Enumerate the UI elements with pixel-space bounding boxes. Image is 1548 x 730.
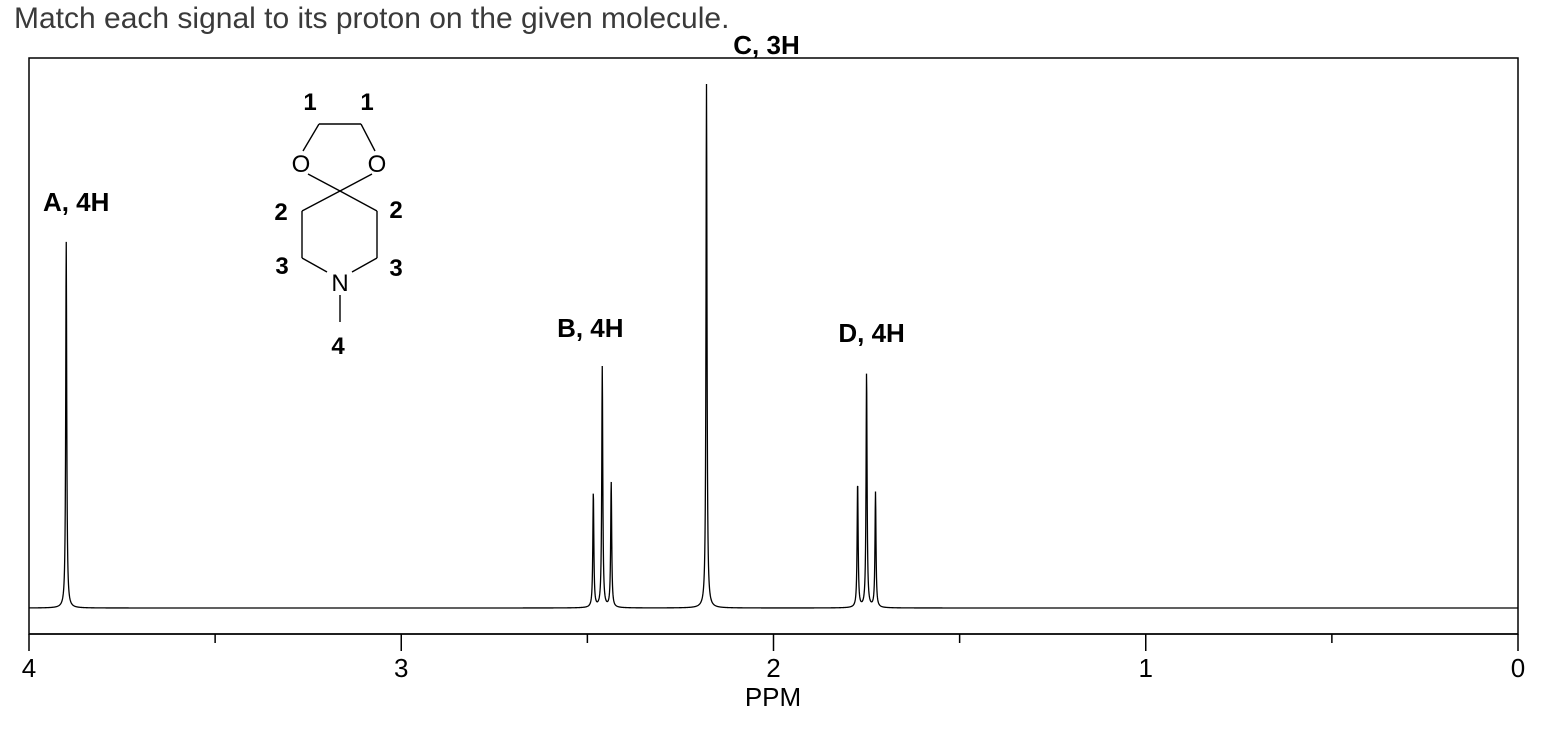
molecule-structure	[301, 123, 378, 322]
x-axis-ticks: 4 3 2 1 0	[22, 634, 1525, 683]
bond	[302, 123, 320, 152]
peak-label: C, 3H	[733, 30, 799, 60]
bond	[339, 173, 373, 192]
atom-n: N	[331, 270, 348, 297]
bond	[360, 123, 376, 152]
proton-label-2-right: 2	[389, 197, 402, 224]
bond	[339, 190, 378, 212]
tick-label: 2	[766, 653, 780, 683]
plot-frame	[28, 57, 1519, 635]
peak-label: B, 4H	[557, 313, 623, 343]
peak-label: A, 4H	[43, 187, 109, 217]
proton-label-3-right: 3	[389, 255, 402, 282]
tick-label: 1	[1139, 653, 1153, 683]
proton-label-3-left: 3	[275, 253, 288, 280]
proton-label-2-left: 2	[274, 199, 287, 226]
peak-label: D, 4H	[838, 318, 904, 348]
proton-label-4: 4	[331, 333, 345, 360]
bond	[351, 257, 378, 273]
tick-label: 0	[1511, 653, 1525, 683]
proton-label-1-left: 1	[303, 89, 316, 116]
bond	[307, 173, 341, 192]
x-axis-label: PPM	[745, 682, 801, 712]
bond	[301, 190, 341, 212]
peak-labels: A, 4H B, 4H C, 3H D, 4H	[43, 30, 905, 348]
tick-label: 3	[394, 653, 408, 683]
proton-label-1-right: 1	[360, 89, 373, 116]
bond	[301, 257, 328, 273]
atom-o-left: O	[292, 151, 311, 178]
question-text: Match each signal to its proton on the g…	[14, 2, 730, 35]
atom-o-right: O	[368, 151, 387, 178]
spectrum-trace	[29, 84, 1518, 609]
tick-label: 4	[22, 653, 36, 683]
